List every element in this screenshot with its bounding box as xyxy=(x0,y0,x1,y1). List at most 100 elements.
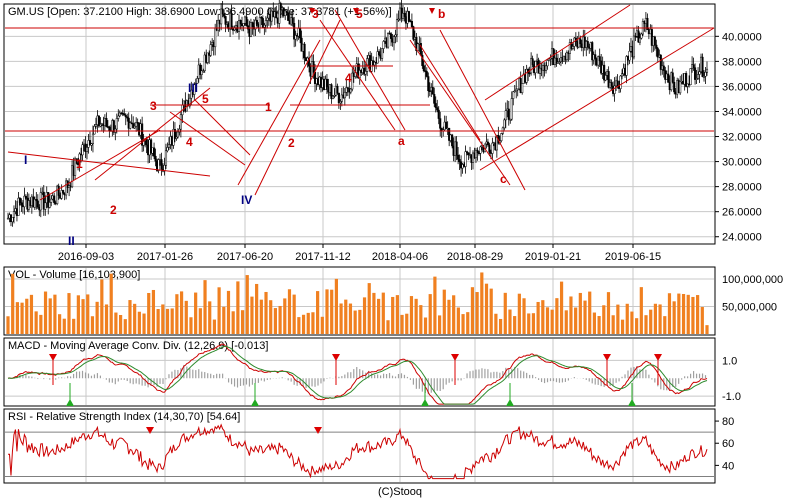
volume-bar xyxy=(433,276,437,334)
candle-body xyxy=(655,44,658,49)
candle-body xyxy=(410,20,413,27)
volume-panel: VOL - Volume [16,103,900] 100,000,000 50,… xyxy=(3,266,783,336)
volume-bar xyxy=(372,292,376,334)
candle-body xyxy=(653,36,656,46)
candle-body xyxy=(115,118,118,130)
candle-body xyxy=(246,25,250,30)
candle-body xyxy=(303,43,306,59)
volume-bar xyxy=(76,295,80,334)
candle-body xyxy=(491,142,494,154)
volume-bar xyxy=(165,308,170,334)
volume-bar xyxy=(236,281,240,334)
candle-body xyxy=(245,16,248,26)
volume-bar xyxy=(86,294,90,334)
volume-bar xyxy=(456,307,460,334)
candle-body xyxy=(613,85,616,94)
candle-body xyxy=(346,87,349,89)
candle-body xyxy=(552,48,555,65)
candle-body xyxy=(167,144,171,148)
candle-body xyxy=(74,158,77,176)
y-tick-label: 36.0000 xyxy=(722,81,762,93)
volume-bar xyxy=(311,312,315,334)
volume-bars xyxy=(6,272,709,334)
candle-body xyxy=(457,154,460,160)
wave-label: 1 xyxy=(265,100,272,114)
volume-bar xyxy=(649,309,653,334)
candle-body xyxy=(694,67,697,80)
candle-body xyxy=(698,71,701,75)
volume-bar xyxy=(283,298,287,334)
price-panel: GM.US [Open: 37.2100 High: 38.6900 Low: … xyxy=(3,0,762,248)
price-candles xyxy=(6,0,709,227)
candle-body xyxy=(11,217,14,223)
volume-bar xyxy=(696,295,700,334)
price-grid xyxy=(5,5,714,243)
candle-body xyxy=(591,42,594,61)
candle-body xyxy=(424,70,427,72)
candle-body xyxy=(412,26,415,40)
trendline xyxy=(409,39,511,186)
volume-bar xyxy=(6,316,10,334)
volume-bar xyxy=(189,317,193,334)
candle-body xyxy=(62,190,65,194)
candle-body xyxy=(224,16,227,25)
wave-arrow xyxy=(353,8,359,14)
candle-body xyxy=(340,94,343,102)
candle-body xyxy=(594,54,597,59)
candle-body xyxy=(24,195,27,199)
candle-body xyxy=(93,126,96,135)
footer-credit: (C)Stooq xyxy=(377,486,423,498)
candle-body xyxy=(47,192,50,208)
x-tick-label: 2019-06-15 xyxy=(605,251,661,263)
volume-header: VOL - Volume [16,103,900] xyxy=(8,269,140,281)
volume-bar xyxy=(700,307,704,334)
price-panel-frame xyxy=(3,3,716,245)
volume-bar xyxy=(208,301,212,334)
wave-label: II xyxy=(68,234,75,248)
volume-bar xyxy=(362,297,367,334)
volume-bar xyxy=(245,275,249,334)
volume-bar xyxy=(672,301,676,334)
candle-body xyxy=(625,56,628,76)
price-header: GM.US [Open: 37.2100 High: 38.6900 Low: … xyxy=(8,6,392,18)
volume-bar xyxy=(222,306,226,334)
candle-body xyxy=(474,149,478,159)
candle-body xyxy=(436,107,439,111)
candle-body xyxy=(571,46,574,49)
volume-bar xyxy=(156,309,160,334)
sell-marker xyxy=(603,354,611,361)
candle-body xyxy=(695,78,698,80)
y-tick-label: 32.0000 xyxy=(722,132,762,144)
candle-body xyxy=(458,159,461,163)
volume-bar xyxy=(240,310,245,334)
candle-body xyxy=(547,58,551,61)
volume-bar xyxy=(306,312,310,334)
candle-body xyxy=(373,62,376,66)
sell-marker xyxy=(451,354,459,361)
candle-body xyxy=(422,65,425,71)
candle-body xyxy=(689,68,692,85)
candle-body xyxy=(607,71,610,88)
candle-body xyxy=(537,59,540,74)
price-y-axis: 24.0000 26.0000 28.0000 30.0000 32.0000 34.00… xyxy=(715,31,762,244)
candle-body xyxy=(434,103,437,108)
candle-body xyxy=(237,20,241,32)
volume-bar xyxy=(203,280,207,334)
candle-body xyxy=(671,72,674,83)
volume-bar xyxy=(137,311,141,334)
candle-body xyxy=(555,57,558,64)
volume-bar xyxy=(147,292,151,334)
volume-bar xyxy=(170,308,174,334)
candle-body xyxy=(525,69,528,83)
trendline xyxy=(439,29,526,191)
volume-bar xyxy=(447,299,451,334)
volume-bar xyxy=(620,319,625,334)
candle-body xyxy=(395,19,399,36)
volume-bar xyxy=(48,298,52,334)
candle-body xyxy=(200,70,203,75)
candle-body xyxy=(90,143,93,146)
volume-bar xyxy=(184,300,188,334)
candle-body xyxy=(445,121,448,129)
candle-body xyxy=(504,110,507,121)
volume-bar xyxy=(423,317,428,334)
